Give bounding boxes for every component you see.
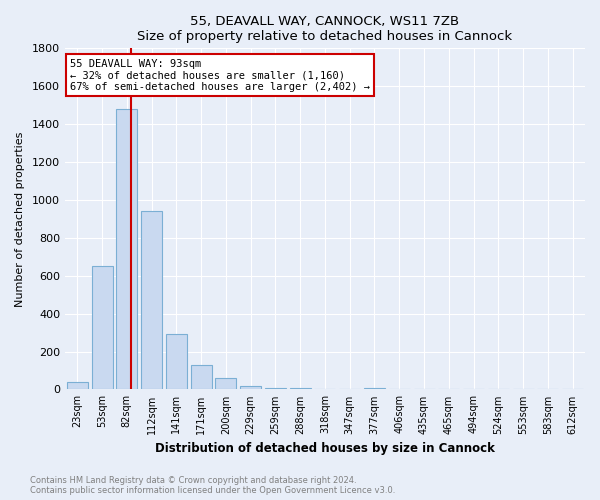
Bar <box>191 365 212 390</box>
Bar <box>116 109 137 390</box>
Bar <box>364 388 385 390</box>
Bar <box>166 334 187 390</box>
Y-axis label: Number of detached properties: Number of detached properties <box>15 131 25 306</box>
Bar <box>265 388 286 390</box>
Text: 55 DEAVALL WAY: 93sqm
← 32% of detached houses are smaller (1,160)
67% of semi-d: 55 DEAVALL WAY: 93sqm ← 32% of detached … <box>70 58 370 92</box>
Bar <box>92 266 113 390</box>
Bar <box>240 386 261 390</box>
Bar <box>215 378 236 390</box>
Text: Contains HM Land Registry data © Crown copyright and database right 2024.
Contai: Contains HM Land Registry data © Crown c… <box>30 476 395 495</box>
Title: 55, DEAVALL WAY, CANNOCK, WS11 7ZB
Size of property relative to detached houses : 55, DEAVALL WAY, CANNOCK, WS11 7ZB Size … <box>137 15 512 43</box>
Bar <box>141 212 162 390</box>
Bar <box>290 388 311 390</box>
Bar <box>67 382 88 390</box>
X-axis label: Distribution of detached houses by size in Cannock: Distribution of detached houses by size … <box>155 442 495 455</box>
